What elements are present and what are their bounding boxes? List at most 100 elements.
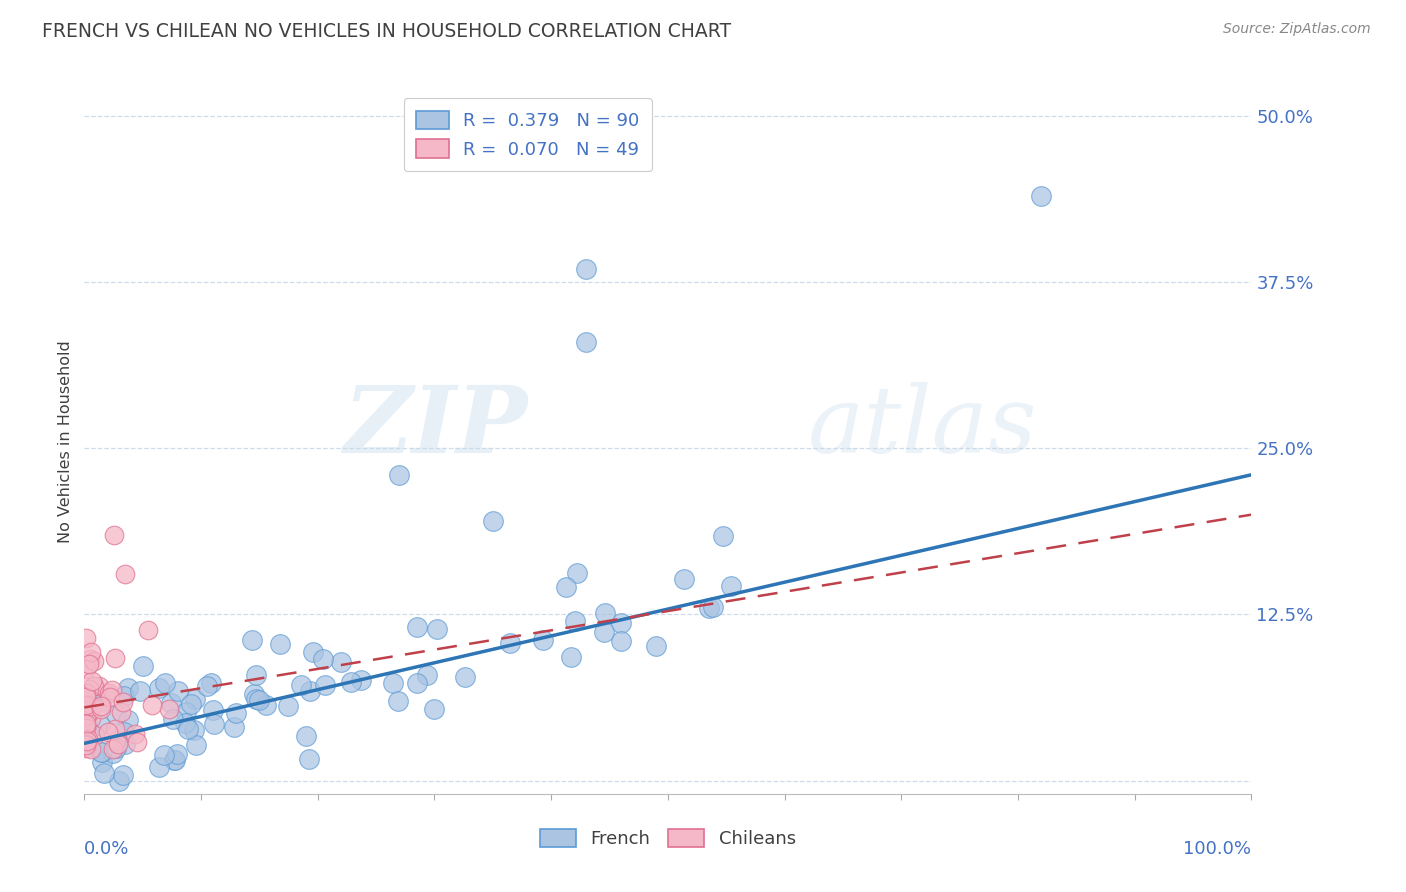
Point — [101, 747, 124, 761]
Point — [240, 633, 263, 648]
Point — [132, 659, 155, 673]
Point — [112, 768, 135, 782]
Point — [75, 716, 97, 731]
Point — [426, 622, 449, 636]
Point — [76, 733, 98, 747]
Point — [575, 334, 598, 349]
Point — [592, 625, 614, 640]
Point — [202, 703, 225, 717]
Point — [75, 737, 97, 751]
Point — [302, 645, 325, 659]
Point — [79, 652, 101, 666]
Point — [91, 745, 114, 759]
Point — [575, 261, 598, 276]
Point — [83, 653, 105, 667]
Point — [245, 692, 267, 706]
Legend: French, Chileans: French, Chileans — [533, 822, 803, 855]
Point — [720, 579, 742, 593]
Point — [79, 681, 101, 696]
Text: FRENCH VS CHILEAN NO VEHICLES IN HOUSEHOLD CORRELATION CHART: FRENCH VS CHILEAN NO VEHICLES IN HOUSEHO… — [42, 22, 731, 41]
Point — [277, 698, 299, 713]
Point — [183, 723, 205, 737]
Point — [76, 741, 98, 756]
Point — [531, 633, 554, 648]
Point — [697, 601, 720, 615]
Point — [93, 766, 115, 780]
Point — [103, 527, 125, 541]
Point — [202, 717, 225, 731]
Point — [84, 728, 107, 742]
Point — [200, 676, 222, 690]
Point — [129, 683, 152, 698]
Point — [75, 738, 97, 752]
Point — [90, 702, 112, 716]
Point — [79, 645, 101, 659]
Point — [104, 733, 127, 747]
Point — [330, 655, 353, 669]
Point — [186, 739, 208, 753]
Point — [75, 690, 97, 705]
Point — [104, 722, 127, 736]
Point — [112, 690, 135, 704]
Point — [77, 723, 100, 738]
Text: 0.0%: 0.0% — [84, 839, 129, 858]
Point — [702, 599, 724, 614]
Point — [312, 652, 335, 666]
Point — [565, 566, 588, 580]
Point — [90, 699, 112, 714]
Point — [80, 711, 103, 725]
Point — [269, 637, 291, 651]
Point — [299, 684, 322, 698]
Point — [177, 722, 200, 736]
Point — [224, 720, 246, 734]
Point — [163, 753, 186, 767]
Point — [609, 615, 631, 630]
Point — [138, 623, 160, 637]
Point — [564, 614, 586, 628]
Point — [111, 695, 134, 709]
Point — [75, 698, 97, 712]
Point — [77, 657, 100, 672]
Point — [75, 735, 97, 749]
Point — [423, 702, 446, 716]
Point — [117, 681, 139, 696]
Point — [124, 727, 146, 741]
Point — [644, 639, 666, 653]
Point — [1031, 188, 1053, 202]
Text: 100.0%: 100.0% — [1184, 839, 1251, 858]
Point — [254, 698, 277, 712]
Point — [148, 681, 170, 696]
Point — [117, 714, 139, 728]
Point — [97, 725, 120, 739]
Point — [77, 732, 100, 747]
Text: Source: ZipAtlas.com: Source: ZipAtlas.com — [1223, 22, 1371, 37]
Point — [454, 670, 477, 684]
Point — [672, 572, 695, 586]
Point — [75, 709, 97, 723]
Text: atlas: atlas — [808, 383, 1038, 473]
Point — [295, 729, 318, 743]
Point — [155, 676, 177, 690]
Point — [104, 706, 127, 721]
Point — [83, 679, 105, 693]
Point — [388, 467, 411, 482]
Point — [481, 514, 505, 528]
Point — [166, 747, 188, 762]
Point — [101, 683, 124, 698]
Point — [103, 651, 125, 665]
Point — [416, 668, 439, 682]
Point — [82, 673, 104, 688]
Point — [75, 631, 97, 645]
Point — [98, 686, 121, 700]
Point — [247, 693, 270, 707]
Point — [89, 718, 111, 732]
Point — [75, 721, 97, 735]
Point — [75, 719, 97, 733]
Point — [75, 686, 97, 700]
Point — [174, 716, 197, 731]
Point — [110, 705, 132, 719]
Point — [245, 668, 267, 682]
Point — [167, 684, 190, 698]
Point — [163, 752, 186, 766]
Point — [114, 567, 136, 582]
